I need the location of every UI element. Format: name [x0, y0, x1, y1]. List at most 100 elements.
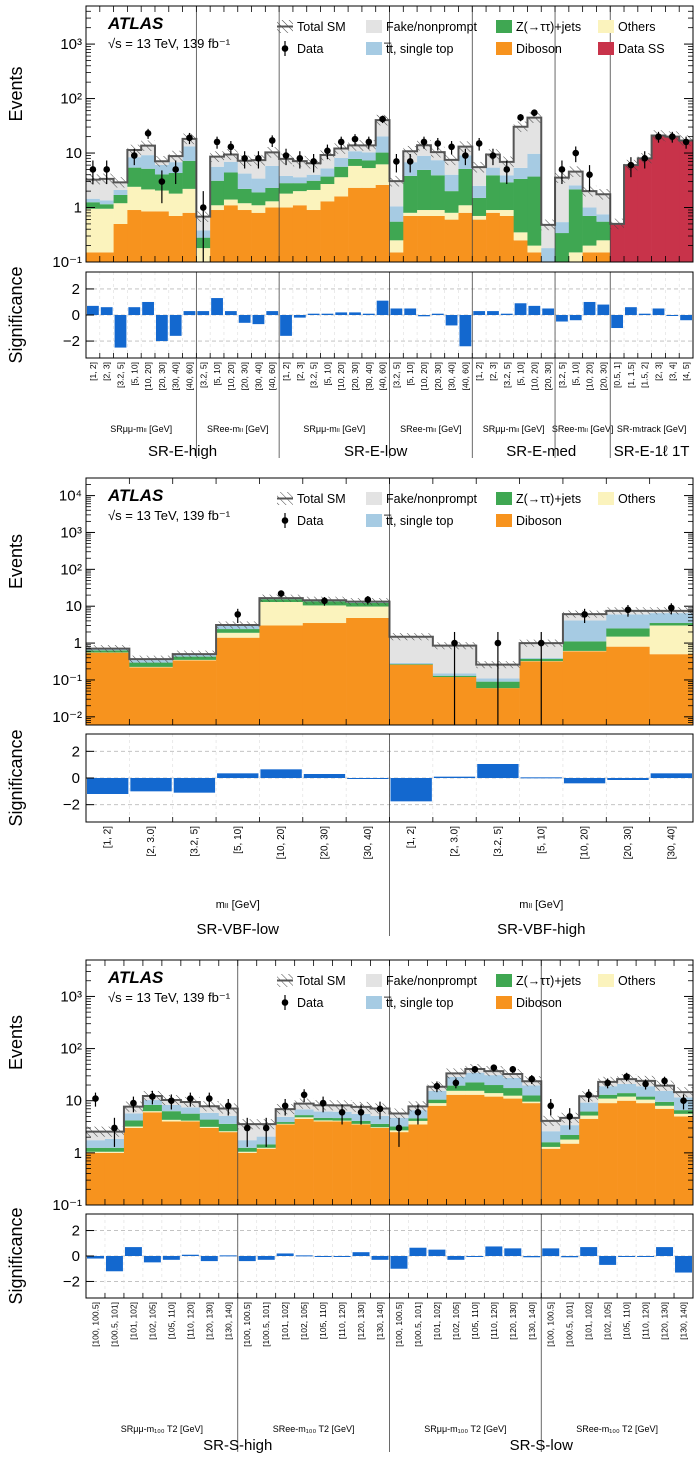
sig-bar — [257, 1256, 275, 1260]
sig-tick-label: 0 — [72, 1248, 80, 1265]
category-label: [5, 10] — [536, 826, 547, 854]
sig-bar — [563, 778, 606, 784]
bar-ttbar — [465, 1072, 485, 1083]
data-point — [268, 137, 276, 144]
category-label: [1, 2] — [474, 362, 484, 381]
bar-ztautau — [655, 1101, 675, 1106]
bar-diboson — [113, 223, 128, 262]
data-point — [393, 158, 400, 165]
category-label: [40, 60] — [378, 362, 388, 390]
group-label: SRee-m₁₀₀ T2 [GeV] — [576, 1424, 658, 1434]
bar-ttbar — [472, 185, 487, 198]
bar-ttbar — [582, 207, 597, 216]
bar-ztautau — [444, 191, 459, 213]
bar-ttbar — [541, 248, 556, 262]
category-label: [20, 30] — [433, 362, 443, 390]
sig-bar — [485, 1246, 503, 1256]
bar-others — [142, 1111, 163, 1113]
data-point — [531, 109, 538, 117]
bar-ttbar — [348, 151, 363, 159]
sig-bar — [173, 778, 216, 793]
bar-diboson — [579, 1118, 599, 1205]
bar-ttbar — [334, 158, 349, 167]
sig-bar — [155, 315, 168, 342]
bar-diboson — [294, 1118, 314, 1205]
bar-ttbar — [154, 164, 170, 175]
region-label: SR-E-med — [506, 443, 576, 460]
bar-diboson — [142, 1112, 163, 1205]
y-tick-label: 10⁴ — [59, 488, 82, 505]
sig-bar — [362, 313, 375, 315]
bar-ttbar — [210, 166, 225, 181]
sig-bar — [390, 308, 403, 315]
legend-swatch — [366, 20, 382, 33]
bar-diboson — [417, 215, 432, 262]
legend-label: Others — [618, 974, 656, 988]
sig-bar — [335, 312, 348, 315]
sig-bar — [347, 778, 389, 779]
sig-bar — [500, 313, 513, 315]
data-point — [199, 204, 207, 211]
bar-ttbar — [223, 161, 239, 173]
bar-diboson — [292, 205, 308, 262]
bar-others — [127, 186, 142, 211]
bar-diboson — [279, 207, 294, 262]
bar-diboson — [522, 1103, 542, 1205]
y-tick-label: 10 — [65, 598, 82, 615]
category-label: [30, 40] — [363, 826, 374, 860]
bar-ttbar — [182, 146, 197, 161]
data-point — [624, 606, 632, 614]
bar-ttbar — [113, 189, 128, 195]
sig-bar — [607, 778, 649, 780]
sig-bar — [637, 1256, 655, 1257]
category-label: [130, 140] — [527, 1302, 537, 1340]
legend-swatch — [496, 42, 512, 55]
bar-others — [472, 215, 487, 220]
bar-ztautau — [320, 176, 335, 185]
legend-entry-data: Data — [281, 513, 323, 528]
legend-label: Z(→ττ)+jets — [516, 492, 581, 506]
bar-others — [541, 1146, 561, 1149]
category-label: [130, 140] — [223, 1302, 233, 1340]
data-point — [365, 138, 373, 146]
bar-diboson — [86, 252, 101, 262]
bar-ttbar — [598, 1086, 618, 1095]
category-label: [2, 3] — [488, 362, 498, 381]
bar-others — [265, 201, 280, 208]
data-point — [338, 1108, 346, 1116]
legend-swatch — [496, 974, 512, 987]
bar-others — [223, 199, 239, 206]
legend-swatch — [598, 974, 614, 987]
sig-bar — [504, 1248, 522, 1256]
bar-others — [430, 210, 445, 216]
sig-bar — [371, 1256, 389, 1260]
bar-ttbar — [427, 1090, 447, 1100]
bar-diboson — [161, 1121, 182, 1205]
bar-diboson — [465, 1094, 485, 1205]
data-point — [300, 1091, 308, 1099]
bar-diboson — [444, 219, 459, 262]
group-label: SR-mₗtrack [GeV] — [617, 424, 687, 434]
sig-tick-label: −2 — [63, 797, 80, 814]
data-point — [641, 155, 649, 162]
sig-bar — [580, 1247, 598, 1256]
sig-bar — [238, 1256, 256, 1262]
data-point — [281, 1102, 289, 1110]
bar-ttbar — [86, 1140, 106, 1148]
bar-others — [251, 205, 266, 213]
bar-diboson — [275, 1124, 295, 1205]
bar-ttbar — [294, 1109, 314, 1116]
legend-swatch — [598, 42, 614, 55]
category-label: [1, 2] — [406, 826, 417, 848]
bar-ztautau — [294, 1115, 314, 1118]
bar-ztautau — [172, 656, 217, 660]
bar-ttbar — [636, 1086, 656, 1097]
bar-fake — [389, 636, 434, 663]
bar-ztautau — [142, 1104, 163, 1112]
bar-others — [617, 1096, 637, 1101]
category-label: [102, 105] — [299, 1302, 309, 1340]
data-point — [351, 135, 359, 143]
data-point — [462, 152, 469, 159]
category-label: [1, 1.5] — [626, 362, 636, 388]
bar-others — [655, 1105, 675, 1109]
